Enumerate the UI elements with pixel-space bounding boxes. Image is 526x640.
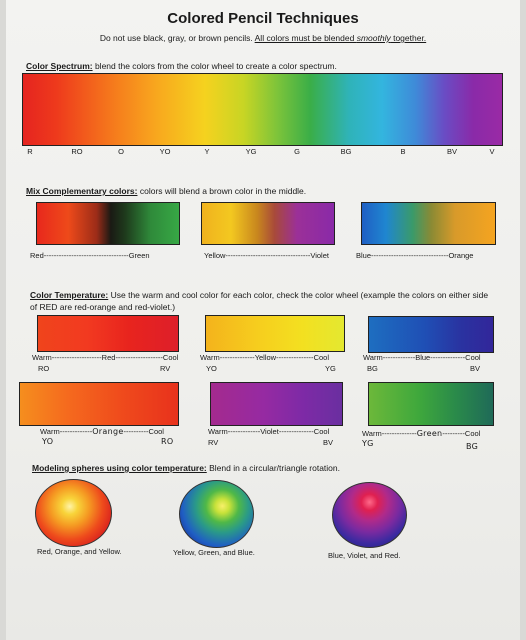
subtitle-smoothly: smoothly [356, 33, 391, 43]
sphere-caption-2: Yellow, Green, and Blue. [173, 548, 255, 557]
sphere-cool-violet [332, 482, 407, 548]
swatch-red-green [36, 202, 180, 245]
spheres-heading-text: Blend in a circular/triangle rotation. [206, 463, 341, 473]
pair-right: Orange [448, 251, 474, 260]
cool-label: Cool [313, 427, 330, 436]
sphere-cool-green [179, 480, 254, 548]
warm-label: Warm [32, 353, 52, 362]
spectrum-label-ro: RO [71, 147, 83, 156]
temperature-heading-label: Color Temperature: [30, 290, 109, 300]
sphere-caption-1: Red, Orange, and Yellow. [37, 547, 122, 556]
subtitle-rule: Do not use black, gray, or brown pencils… [99, 33, 253, 43]
temp-label-yellow: Warm--------------Yellow---------------C… [200, 353, 329, 362]
code-green-cool: BG [466, 442, 479, 451]
spectrum-label-o: O [118, 147, 124, 156]
subtitle-part2: All colors must be blended [254, 33, 357, 43]
spectrum-heading-label: Color Spectrum: [26, 61, 93, 71]
complementary-heading: Mix Complementary colors: colors will bl… [26, 186, 306, 196]
color-name: Red [101, 353, 116, 362]
spectrum-label-b: B [400, 147, 406, 156]
temp-label-red: Warm--------------------Red-------------… [32, 353, 179, 362]
pair-left: Yellow [204, 251, 226, 260]
complementary-heading-text: colors will blend a brown color in the m… [137, 186, 307, 196]
spectrum-label-g: G [294, 147, 300, 156]
code-blue-cool: BV [470, 364, 481, 373]
swatch-blue-orange [361, 202, 496, 245]
pair-left: Red [30, 251, 44, 260]
code-violet-warm: RV [208, 438, 219, 447]
pair-right: Green [128, 251, 150, 260]
code-orange-warm: YO [42, 437, 54, 446]
temp-label-orange: Warm-------------Orange----------Cool [40, 427, 164, 436]
swatch-green-temperature [368, 382, 494, 426]
pair-yellow-violet-label: Yellow----------------------------------… [204, 251, 329, 260]
spectrum-heading: Color Spectrum: blend the colors from th… [26, 61, 337, 71]
pair-red-green-label: Red----------------------------------Gre… [30, 251, 150, 260]
spectrum-swatch [22, 73, 503, 146]
warm-label: Warm [362, 429, 382, 438]
cool-label: Cool [148, 427, 164, 436]
swatch-blue-temperature [368, 316, 494, 353]
warm-label: Warm [208, 427, 228, 436]
swatch-orange-temperature [19, 382, 179, 426]
spheres-heading-label: Modeling spheres using color temperature… [32, 463, 207, 473]
swatch-red-temperature [37, 315, 179, 352]
spectrum-label-bg: BG [340, 147, 352, 156]
pair-blue-orange-label: Blue-------------------------------Orang… [356, 251, 473, 260]
warm-label: Warm [363, 353, 383, 362]
cool-label: Cool [465, 353, 481, 362]
complementary-heading-label: Mix Complementary colors: [26, 186, 138, 196]
pair-right: Violet [310, 251, 329, 260]
code-red-cool: RV [160, 364, 171, 373]
swatch-yellow-temperature [205, 315, 345, 352]
warm-label: Warm [40, 427, 60, 436]
color-name: Green [416, 429, 443, 438]
color-name: Yellow [254, 353, 277, 362]
color-name: Violet [260, 427, 279, 436]
spectrum-heading-text: blend the colors from the color wheel to… [92, 61, 337, 71]
spectrum-label-y: Y [204, 147, 210, 156]
cool-label: Cool [162, 353, 179, 362]
warm-label: Warm [200, 353, 220, 362]
pair-dashes: ---------------------------------- [225, 251, 311, 260]
spectrum-label-r: R [27, 147, 33, 156]
code-orange-cool: RO [161, 437, 174, 446]
code-blue-warm: BG [367, 364, 378, 373]
pair-dashes: ------------------------------- [371, 251, 449, 260]
sphere-warm [35, 479, 112, 547]
color-name: Blue [415, 353, 431, 362]
color-name: Orange [92, 427, 124, 436]
temp-label-violet: Warm-------------Violet--------------Coo… [208, 427, 330, 436]
spheres-heading: Modeling spheres using color temperature… [32, 463, 340, 473]
temp-label-blue: Warm-------------Blue--------------Cool [363, 353, 481, 362]
spectrum-label-v: V [489, 147, 495, 156]
code-violet-cool: BV [323, 438, 334, 447]
code-red-warm: RO [38, 364, 50, 373]
sphere-caption-3: Blue, Violet, and Red. [328, 551, 401, 560]
pair-dashes: ---------------------------------- [43, 251, 129, 260]
page-subtitle: Do not use black, gray, or brown pencils… [0, 33, 526, 43]
spectrum-label-yo: YO [159, 147, 171, 156]
code-yellow-cool: YG [325, 364, 336, 373]
cool-label: Cool [464, 429, 481, 438]
temperature-heading-text: Use the warm and cool color for each col… [30, 290, 489, 312]
temperature-heading: Color Temperature: Use the warm and cool… [30, 289, 496, 313]
swatch-violet-temperature [210, 382, 343, 426]
subtitle-part2-end: together. [390, 33, 427, 43]
code-yellow-warm: YO [206, 364, 217, 373]
temp-label-green: Warm--------------Green---------Cool [362, 429, 481, 438]
spectrum-label-yg: YG [245, 147, 257, 156]
spectrum-label-bv: BV [446, 147, 457, 156]
code-green-warm: YG [362, 439, 374, 448]
page-title: Colored Pencil Techniques [167, 10, 359, 27]
cool-label: Cool [313, 353, 329, 362]
swatch-yellow-violet [201, 202, 335, 245]
pair-left: Blue [356, 251, 372, 260]
subtitle-emphasis: All colors must be blended smoothly toge… [255, 33, 427, 43]
